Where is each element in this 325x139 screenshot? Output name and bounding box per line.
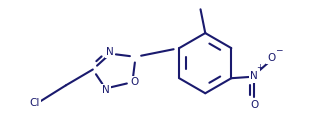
Text: +: + (256, 63, 263, 72)
Text: O: O (267, 53, 276, 63)
Text: N: N (250, 71, 258, 81)
Text: O: O (131, 77, 139, 87)
Text: O: O (250, 100, 258, 110)
Text: −: − (275, 45, 282, 54)
Text: N: N (102, 85, 109, 95)
Text: Cl: Cl (29, 98, 39, 108)
Text: N: N (106, 47, 114, 57)
